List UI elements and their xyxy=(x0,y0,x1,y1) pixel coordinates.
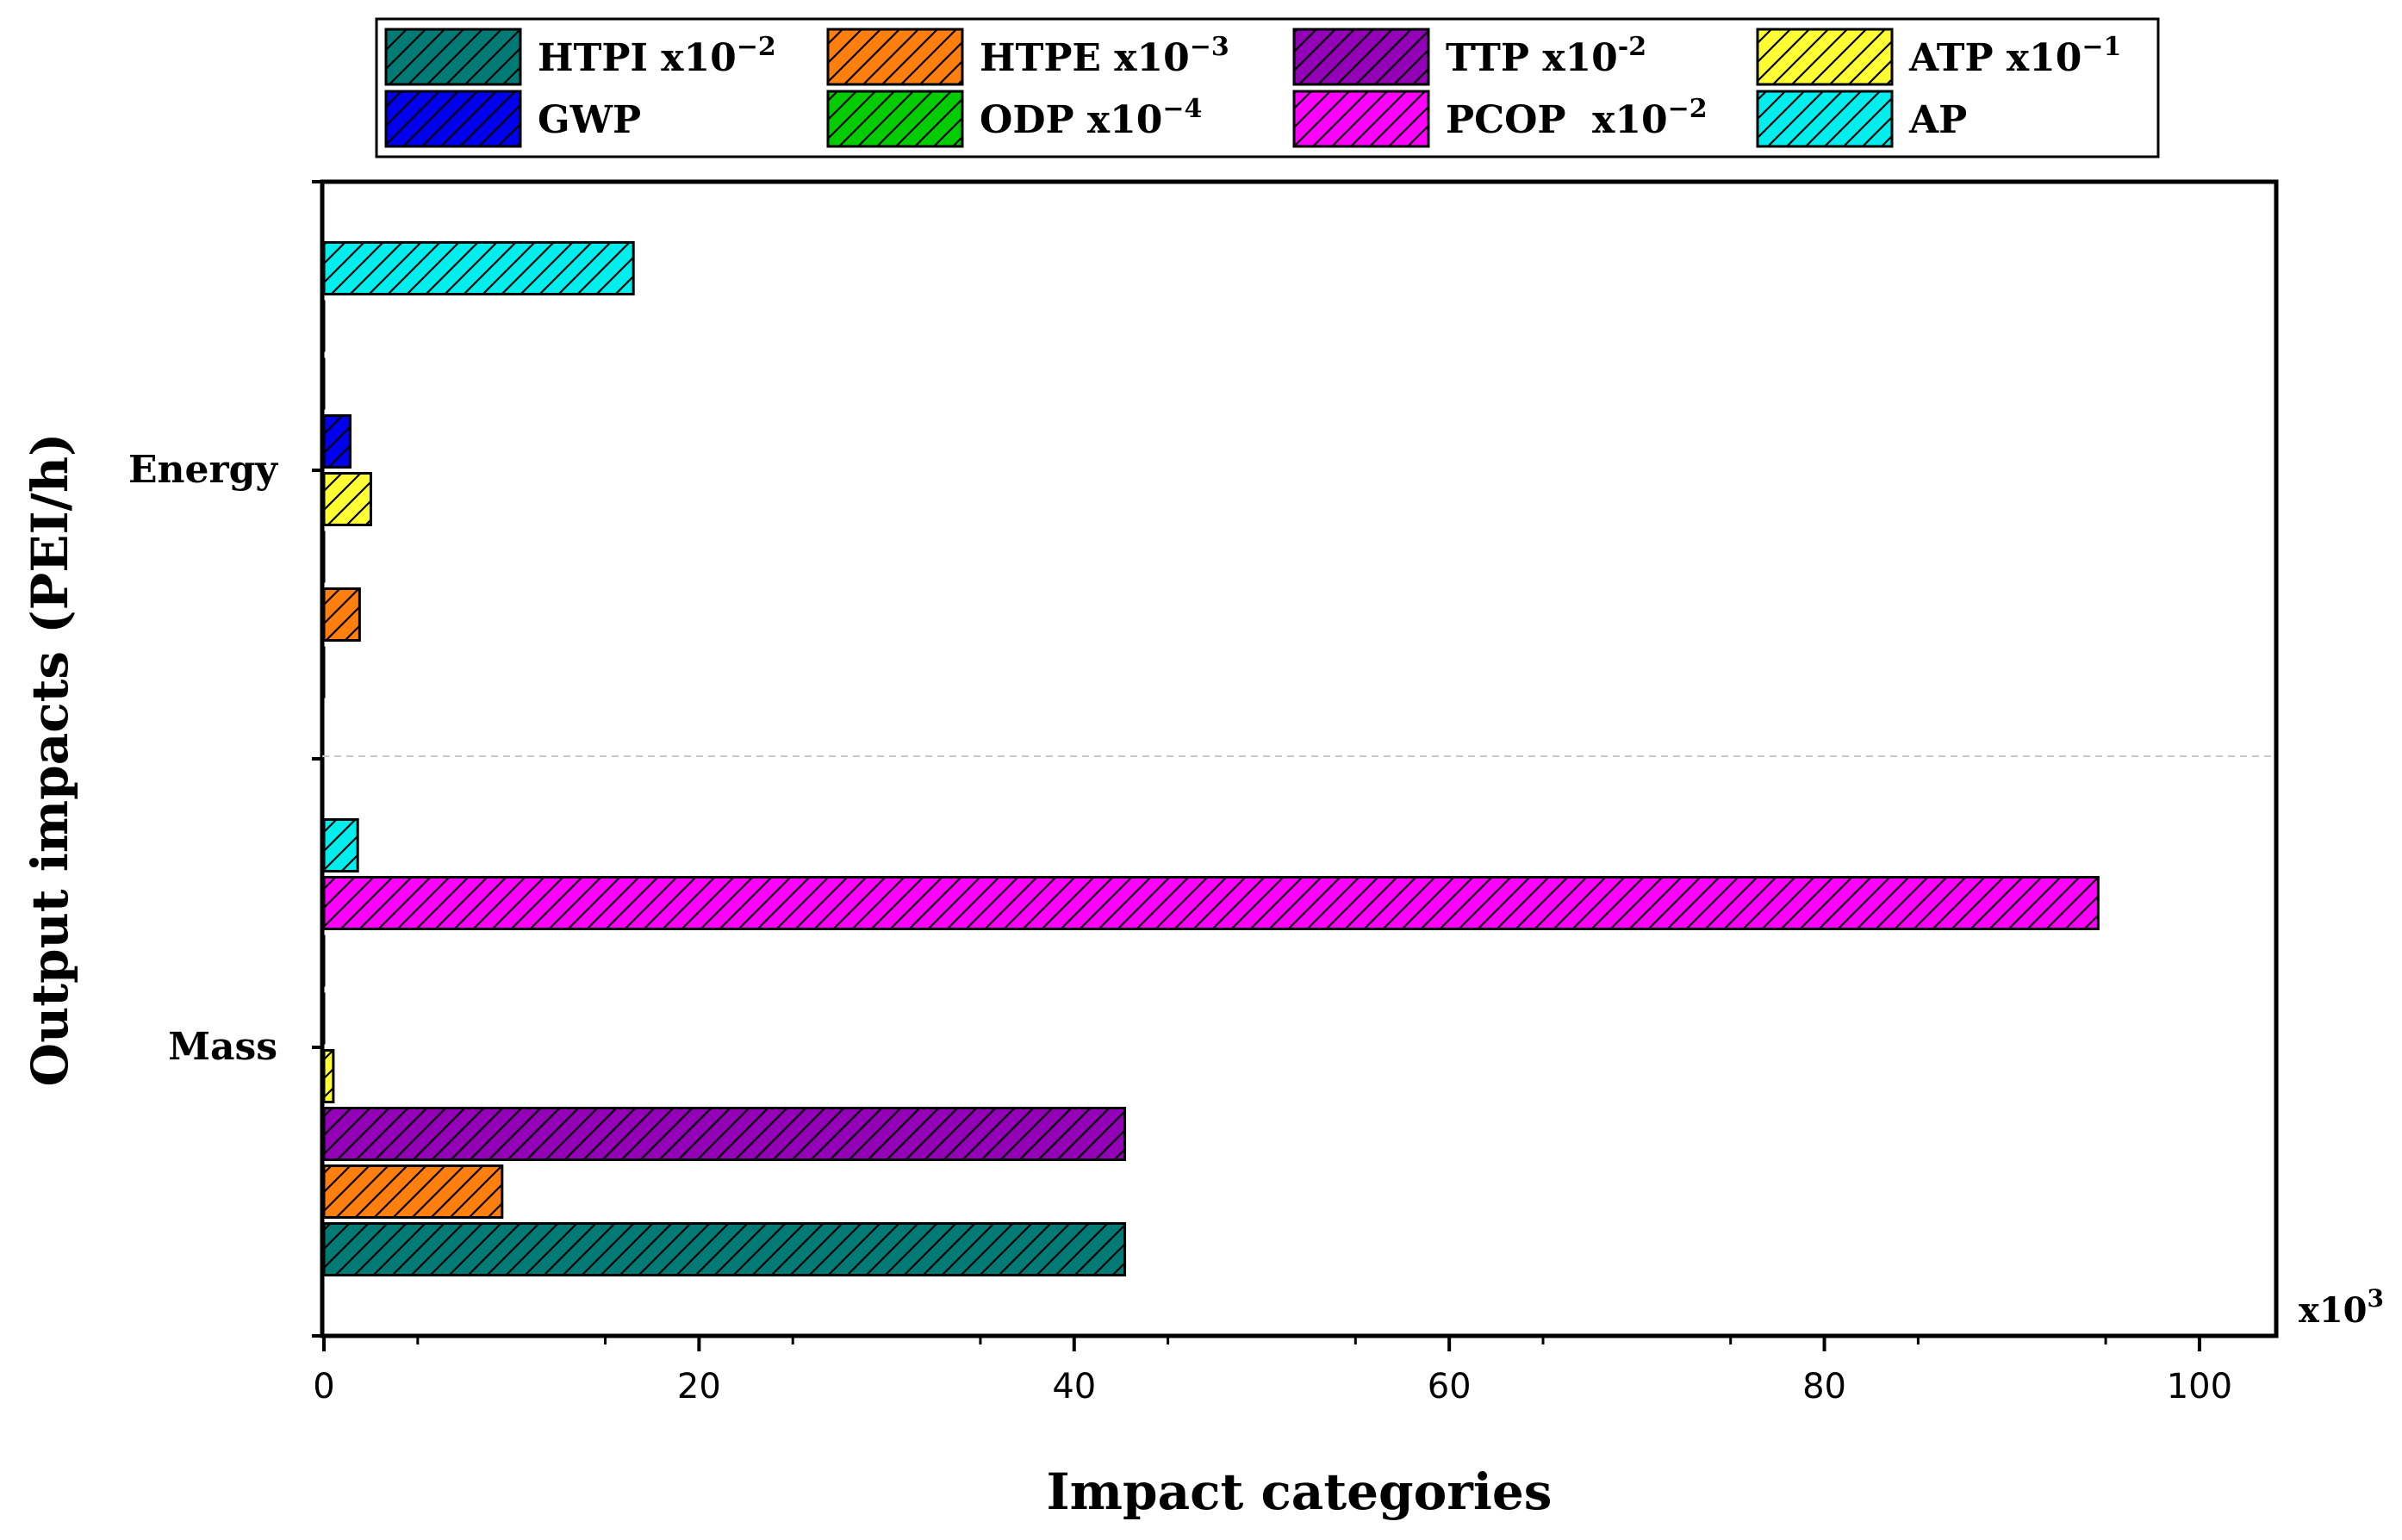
bar-htpe-energy xyxy=(322,587,361,642)
x-multiplier-label: x103 xyxy=(2299,1284,2384,1331)
legend-swatch-hatch xyxy=(384,28,522,86)
bars xyxy=(322,241,2100,1276)
x-axis-title: Impact categories xyxy=(1047,1462,1553,1521)
legend-label: AP xyxy=(1908,98,1967,142)
legend-item-odp: ODP x10−4 xyxy=(826,90,1202,148)
x-tick-label: 20 xyxy=(677,1367,721,1406)
legend-item-pcop: PCOP x10−2 xyxy=(1292,90,1708,148)
y-category-label: Mass xyxy=(168,1025,277,1069)
legend-item-htpe: HTPE x10−3 xyxy=(826,28,1229,86)
bar-ap-mass xyxy=(322,818,359,872)
legend-label: GWP xyxy=(538,98,641,142)
legend-item-ap: AP xyxy=(1756,90,1967,148)
legend-label: ATP x10−1 xyxy=(1908,32,2121,80)
bar-htpe-mass xyxy=(322,1164,504,1219)
legend-swatch-hatch xyxy=(1292,90,1430,148)
legend-item-htpi: HTPI x10−2 xyxy=(384,28,776,86)
x-tick-label: 40 xyxy=(1052,1367,1096,1406)
legend-swatch-hatch xyxy=(826,28,964,86)
legend-swatch-hatch xyxy=(1756,28,1894,86)
legend-item-ttp: TTP x10-2 xyxy=(1292,28,1646,86)
bar-pcop-mass xyxy=(322,876,2100,930)
axis-ticks: 0 20 40 60 80 100 Mass Energy xyxy=(128,180,2232,1406)
bar-atp-mass xyxy=(322,1049,335,1103)
legend-label: PCOP x10−2 xyxy=(1446,94,1708,142)
legend-swatch-hatch xyxy=(384,90,522,148)
legend-swatch-hatch xyxy=(1292,28,1430,86)
x-tick-label: 0 xyxy=(313,1367,334,1406)
y-axis-title: Output impacts (PEI/h) xyxy=(21,433,79,1087)
plot-frame xyxy=(320,179,2279,1338)
x-multiplier-base: x10 xyxy=(2299,1290,2368,1331)
legend-item-gwp: GWP xyxy=(384,90,641,148)
bar-atp-energy xyxy=(322,472,372,526)
bar-htpi-mass xyxy=(322,1222,1127,1276)
bar-gwp-energy xyxy=(322,414,352,469)
legend-label: HTPE x10−3 xyxy=(980,32,1229,80)
x-tick-label: 100 xyxy=(2167,1367,2232,1406)
y-category-label: Energy xyxy=(128,448,278,492)
bar-ttp-mass xyxy=(322,1107,1127,1161)
legend-swatch-hatch xyxy=(826,90,964,148)
legend-swatch-hatch xyxy=(1756,90,1894,148)
legend-label: HTPI x10−2 xyxy=(538,32,776,80)
legend-label: ODP x10−4 xyxy=(980,94,1202,142)
x-tick-label: 80 xyxy=(1802,1367,1846,1406)
legend-item-atp: ATP x10−1 xyxy=(1756,28,2121,86)
legend-label: TTP x10-2 xyxy=(1446,32,1646,80)
x-tick-label: 60 xyxy=(1428,1367,1472,1406)
x-multiplier-exp: 3 xyxy=(2368,1284,2384,1313)
bar-ap-energy xyxy=(322,241,635,295)
legend: HTPI x10−2 HTPE x10−3 TTP x10-2 ATP x10−1 GW… xyxy=(375,17,2160,158)
